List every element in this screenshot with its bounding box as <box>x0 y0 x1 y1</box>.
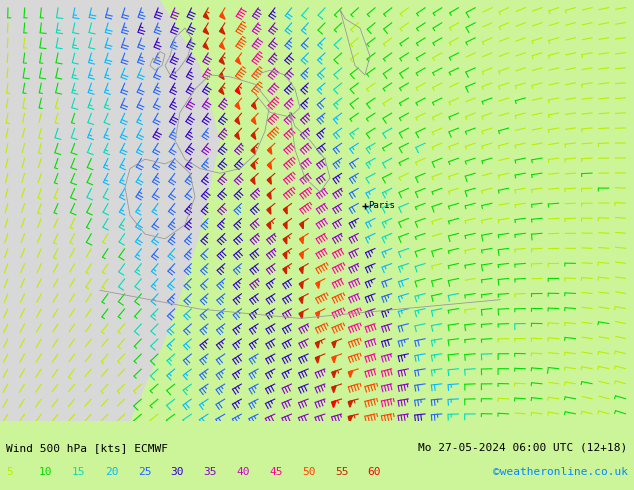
Polygon shape <box>299 252 303 259</box>
Polygon shape <box>251 162 256 170</box>
Polygon shape <box>251 177 255 184</box>
Polygon shape <box>267 207 271 214</box>
Polygon shape <box>332 386 336 392</box>
Text: ©weatheronline.co.uk: ©weatheronline.co.uk <box>493 467 628 477</box>
Polygon shape <box>252 102 256 109</box>
Text: 55: 55 <box>335 467 348 477</box>
Polygon shape <box>332 371 336 378</box>
Polygon shape <box>315 341 320 348</box>
Polygon shape <box>316 281 320 289</box>
Text: 30: 30 <box>171 467 184 477</box>
Text: 10: 10 <box>39 467 53 477</box>
Polygon shape <box>235 118 240 124</box>
Text: 25: 25 <box>138 467 152 477</box>
Text: 5: 5 <box>6 467 13 477</box>
Polygon shape <box>220 13 225 19</box>
Polygon shape <box>299 267 303 274</box>
Polygon shape <box>235 88 240 95</box>
Polygon shape <box>204 28 209 34</box>
Polygon shape <box>283 252 287 259</box>
Polygon shape <box>251 147 256 154</box>
Polygon shape <box>268 147 272 154</box>
Polygon shape <box>300 221 304 229</box>
Polygon shape <box>219 73 224 79</box>
Polygon shape <box>348 400 353 407</box>
Text: 45: 45 <box>269 467 283 477</box>
Text: 15: 15 <box>72 467 86 477</box>
Polygon shape <box>283 207 287 214</box>
Polygon shape <box>332 341 336 348</box>
Polygon shape <box>219 58 224 64</box>
Polygon shape <box>316 311 320 318</box>
Polygon shape <box>267 177 271 184</box>
Text: 40: 40 <box>236 467 250 477</box>
Polygon shape <box>332 401 336 408</box>
Text: 20: 20 <box>105 467 119 477</box>
Polygon shape <box>332 356 336 363</box>
Polygon shape <box>348 416 353 422</box>
Polygon shape <box>235 132 240 140</box>
Text: Mo 27-05-2024 06:00 UTC (12+18): Mo 27-05-2024 06:00 UTC (12+18) <box>418 443 628 453</box>
Polygon shape <box>268 162 271 169</box>
Polygon shape <box>219 28 225 34</box>
Polygon shape <box>203 43 209 49</box>
Polygon shape <box>236 58 241 64</box>
Polygon shape <box>283 222 287 229</box>
Text: 35: 35 <box>204 467 217 477</box>
Polygon shape <box>267 192 271 199</box>
Polygon shape <box>348 370 353 377</box>
Polygon shape <box>299 282 303 289</box>
Polygon shape <box>283 237 287 244</box>
Polygon shape <box>219 43 224 49</box>
Polygon shape <box>251 132 256 139</box>
Polygon shape <box>235 102 240 109</box>
Polygon shape <box>299 296 303 304</box>
Polygon shape <box>315 356 320 363</box>
Polygon shape <box>300 237 304 244</box>
Text: Paris: Paris <box>368 201 395 210</box>
Polygon shape <box>204 13 209 19</box>
Text: Wind 500 hPa [kts] ECMWF: Wind 500 hPa [kts] ECMWF <box>6 443 169 453</box>
Polygon shape <box>299 312 303 318</box>
Text: 50: 50 <box>302 467 316 477</box>
Polygon shape <box>283 267 287 274</box>
Polygon shape <box>251 118 256 124</box>
Polygon shape <box>0 0 220 421</box>
Polygon shape <box>219 88 224 95</box>
Text: 60: 60 <box>368 467 381 477</box>
Polygon shape <box>267 222 271 229</box>
